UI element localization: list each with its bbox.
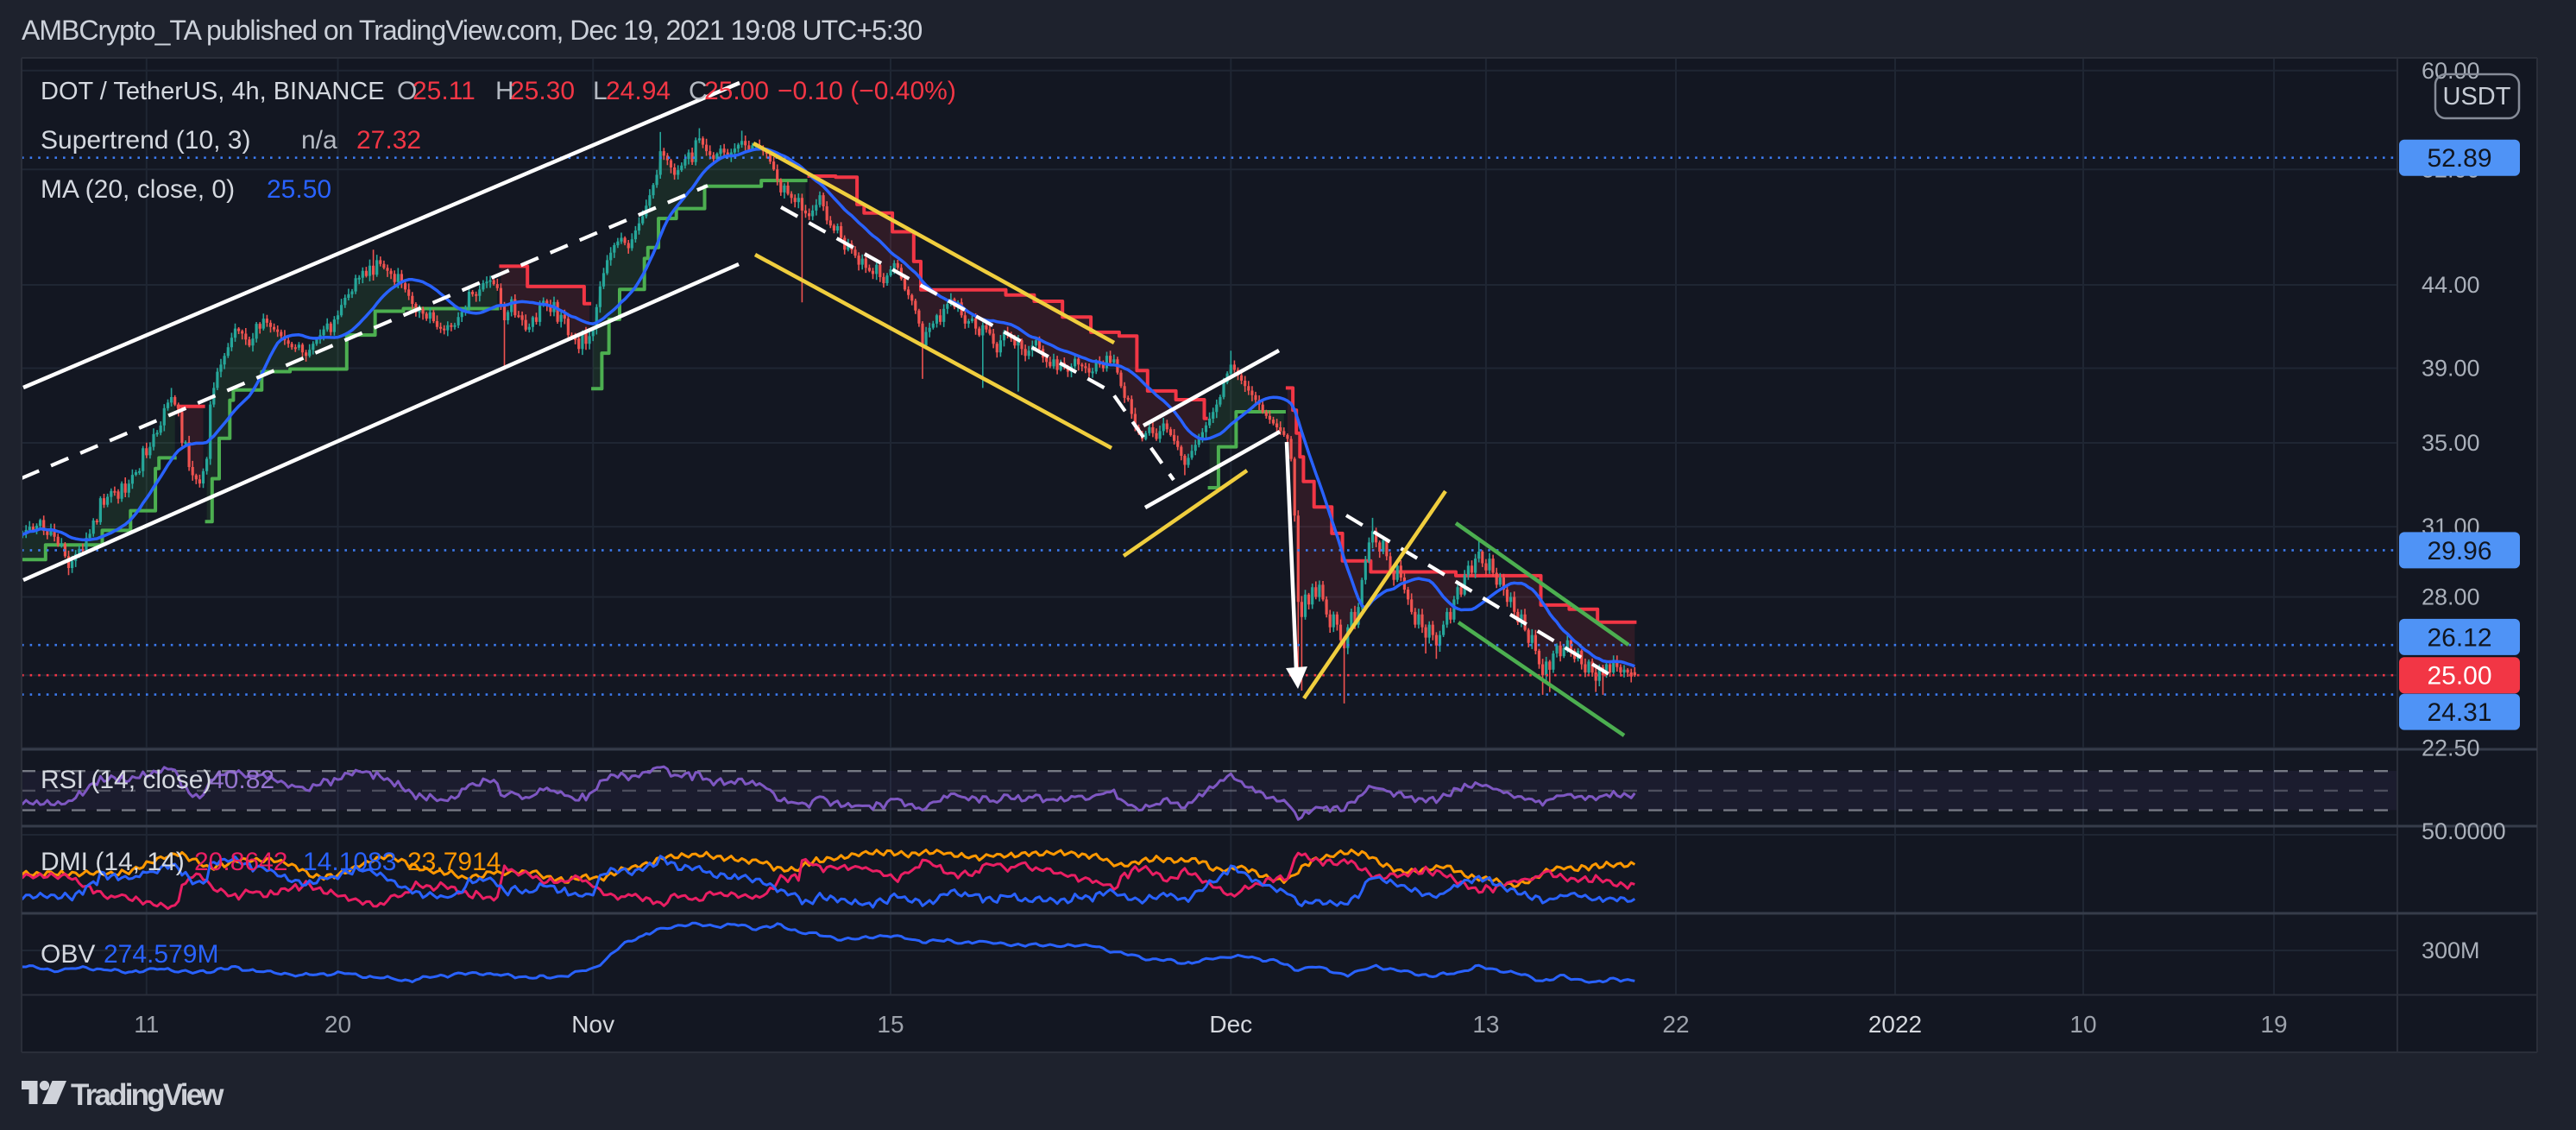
svg-text:19: 19	[2260, 1011, 2287, 1038]
svg-text:MA (20, close, 0): MA (20, close, 0)	[41, 175, 235, 204]
svg-text:Supertrend (10, 3): Supertrend (10, 3)	[41, 126, 250, 155]
svg-text:26.12: 26.12	[2427, 623, 2491, 652]
svg-text:50.0000: 50.0000	[2422, 818, 2506, 844]
svg-text:TradingView: TradingView	[71, 1078, 224, 1112]
svg-text:25.00: 25.00	[704, 77, 769, 105]
svg-text:DOT / TetherUS, 4h, BINANCE: DOT / TetherUS, 4h, BINANCE	[41, 78, 385, 105]
svg-text:44.00: 44.00	[2422, 272, 2480, 298]
svg-text:Nov: Nov	[571, 1011, 614, 1038]
svg-text:13: 13	[1472, 1011, 1499, 1038]
svg-text:22.50: 22.50	[2422, 735, 2480, 761]
svg-text:24.31: 24.31	[2427, 698, 2491, 727]
svg-text:52.89: 52.89	[2427, 144, 2491, 173]
svg-text:27.32: 27.32	[356, 126, 421, 155]
svg-text:20.8642: 20.8642	[194, 848, 287, 876]
svg-text:60.00: 60.00	[2422, 58, 2480, 84]
svg-text:35.00: 35.00	[2422, 430, 2480, 456]
svg-text:20: 20	[324, 1011, 351, 1038]
svg-text:14.1083: 14.1083	[303, 848, 396, 876]
svg-text:274.579M: 274.579M	[104, 940, 218, 969]
svg-text:C: C	[689, 77, 708, 105]
svg-text:RSI (14, close): RSI (14, close)	[41, 766, 211, 794]
svg-text:H: H	[495, 77, 514, 105]
svg-text:24.94: 24.94	[606, 77, 671, 105]
svg-text:29.96: 29.96	[2427, 537, 2491, 565]
svg-text:AMBCrypto_TA published on Trad: AMBCrypto_TA published on TradingView.co…	[22, 15, 922, 46]
svg-text:−0.10 (−0.40%): −0.10 (−0.40%)	[778, 77, 956, 105]
svg-text:22: 22	[1662, 1011, 1689, 1038]
svg-text:25.11: 25.11	[413, 77, 476, 105]
svg-text:39.00: 39.00	[2422, 356, 2480, 382]
svg-text:2022: 2022	[1868, 1011, 1922, 1038]
svg-text:DMI (14, 14): DMI (14, 14)	[41, 848, 185, 876]
svg-text:O: O	[397, 77, 417, 105]
svg-text:15: 15	[877, 1011, 904, 1038]
svg-text:25.00: 25.00	[2427, 662, 2491, 691]
svg-text:L: L	[593, 77, 608, 105]
svg-text:300M: 300M	[2422, 937, 2480, 963]
svg-text:Dec: Dec	[1209, 1011, 1252, 1038]
svg-text:25.50: 25.50	[267, 175, 331, 204]
svg-text:n/a: n/a	[301, 126, 337, 155]
svg-text:11: 11	[134, 1011, 159, 1038]
svg-text:OBV: OBV	[41, 940, 95, 969]
svg-text:25.30: 25.30	[510, 77, 575, 105]
svg-text:10: 10	[2069, 1011, 2096, 1038]
svg-text:23.7914: 23.7914	[407, 848, 501, 876]
svg-text:28.00: 28.00	[2422, 584, 2480, 610]
svg-text:USDT: USDT	[2443, 83, 2511, 110]
svg-text:40.82: 40.82	[210, 766, 274, 794]
